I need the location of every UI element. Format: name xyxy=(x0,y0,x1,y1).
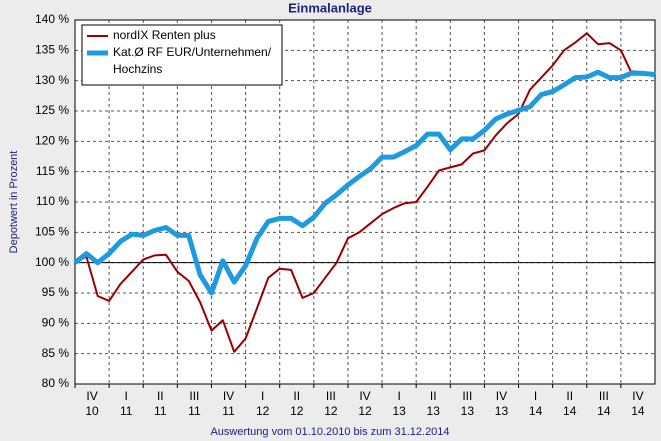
x-tick-label: II xyxy=(293,389,300,403)
legend-label: nordIX Renten plus xyxy=(113,28,216,42)
legend-label: Kat.Ø RF EUR/Unternehmen/ xyxy=(113,45,272,59)
x-tick-label: 13 xyxy=(495,404,509,418)
y-tick-label: 110 % xyxy=(36,194,69,208)
x-tick-label: 11 xyxy=(222,404,235,418)
x-tick-label: 12 xyxy=(290,404,304,418)
series-line xyxy=(73,69,656,296)
y-axis-label: Depotwert in Prozent xyxy=(8,151,20,254)
x-tick-label: IV xyxy=(496,389,507,403)
y-tick-label: 115 % xyxy=(36,164,69,178)
x-tick-label: 10 xyxy=(85,404,99,418)
plot-frame xyxy=(74,19,656,385)
y-tick-label: 100 % xyxy=(35,255,69,269)
x-tick-label: 14 xyxy=(597,404,611,418)
y-tick-label: 80 % xyxy=(42,376,70,390)
x-tick-label: I xyxy=(261,389,264,403)
y-tick-label: 120 % xyxy=(35,134,69,148)
y-tick-label: 85 % xyxy=(42,346,70,360)
x-tick-label: 11 xyxy=(154,404,167,418)
x-tick-label: IV xyxy=(632,389,643,403)
x-tick-label: I xyxy=(125,389,128,403)
x-tick-label: 12 xyxy=(256,404,270,418)
series-line xyxy=(74,32,655,353)
y-tick-label: 90 % xyxy=(42,316,70,330)
x-tick-label: II xyxy=(430,389,437,403)
x-tick-label: 14 xyxy=(631,404,645,418)
x-tick-label: 14 xyxy=(563,404,577,418)
y-tick-label: 105 % xyxy=(35,225,69,239)
legend-box xyxy=(81,24,283,86)
legend-label: Hochzins xyxy=(113,62,162,76)
x-tick-label: I xyxy=(397,389,400,403)
y-tick-label: 125 % xyxy=(35,103,69,117)
y-tick-label: 135 % xyxy=(35,43,69,57)
x-tick-label: 13 xyxy=(392,404,406,418)
x-tick-label: 12 xyxy=(324,404,338,418)
x-tick-label: III xyxy=(599,389,609,403)
chart-title: Einmalanlage xyxy=(288,0,372,15)
x-tick-label: III xyxy=(326,389,336,403)
x-axis-label: Auswertung vom 01.10.2010 bis zum 31.12.… xyxy=(210,426,449,438)
x-tick-label: II xyxy=(566,389,573,403)
x-tick-label: III xyxy=(189,389,199,403)
y-tick-label: 130 % xyxy=(35,73,69,87)
x-tick-label: IV xyxy=(359,389,370,403)
y-tick-label: 140 % xyxy=(35,12,69,26)
x-tick-label: 14 xyxy=(529,404,543,418)
y-tick-label: 95 % xyxy=(42,285,70,299)
x-tick-label: 11 xyxy=(120,404,133,418)
x-tick-label: IV xyxy=(223,389,234,403)
x-tick-label: 13 xyxy=(427,404,441,418)
x-tick-label: 13 xyxy=(461,404,475,418)
x-tick-label: 12 xyxy=(358,404,372,418)
x-tick-label: IV xyxy=(86,389,97,403)
x-tick-label: I xyxy=(534,389,537,403)
x-tick-label: II xyxy=(157,389,164,403)
x-tick-label: 11 xyxy=(188,404,201,418)
x-tick-label: III xyxy=(462,389,472,403)
